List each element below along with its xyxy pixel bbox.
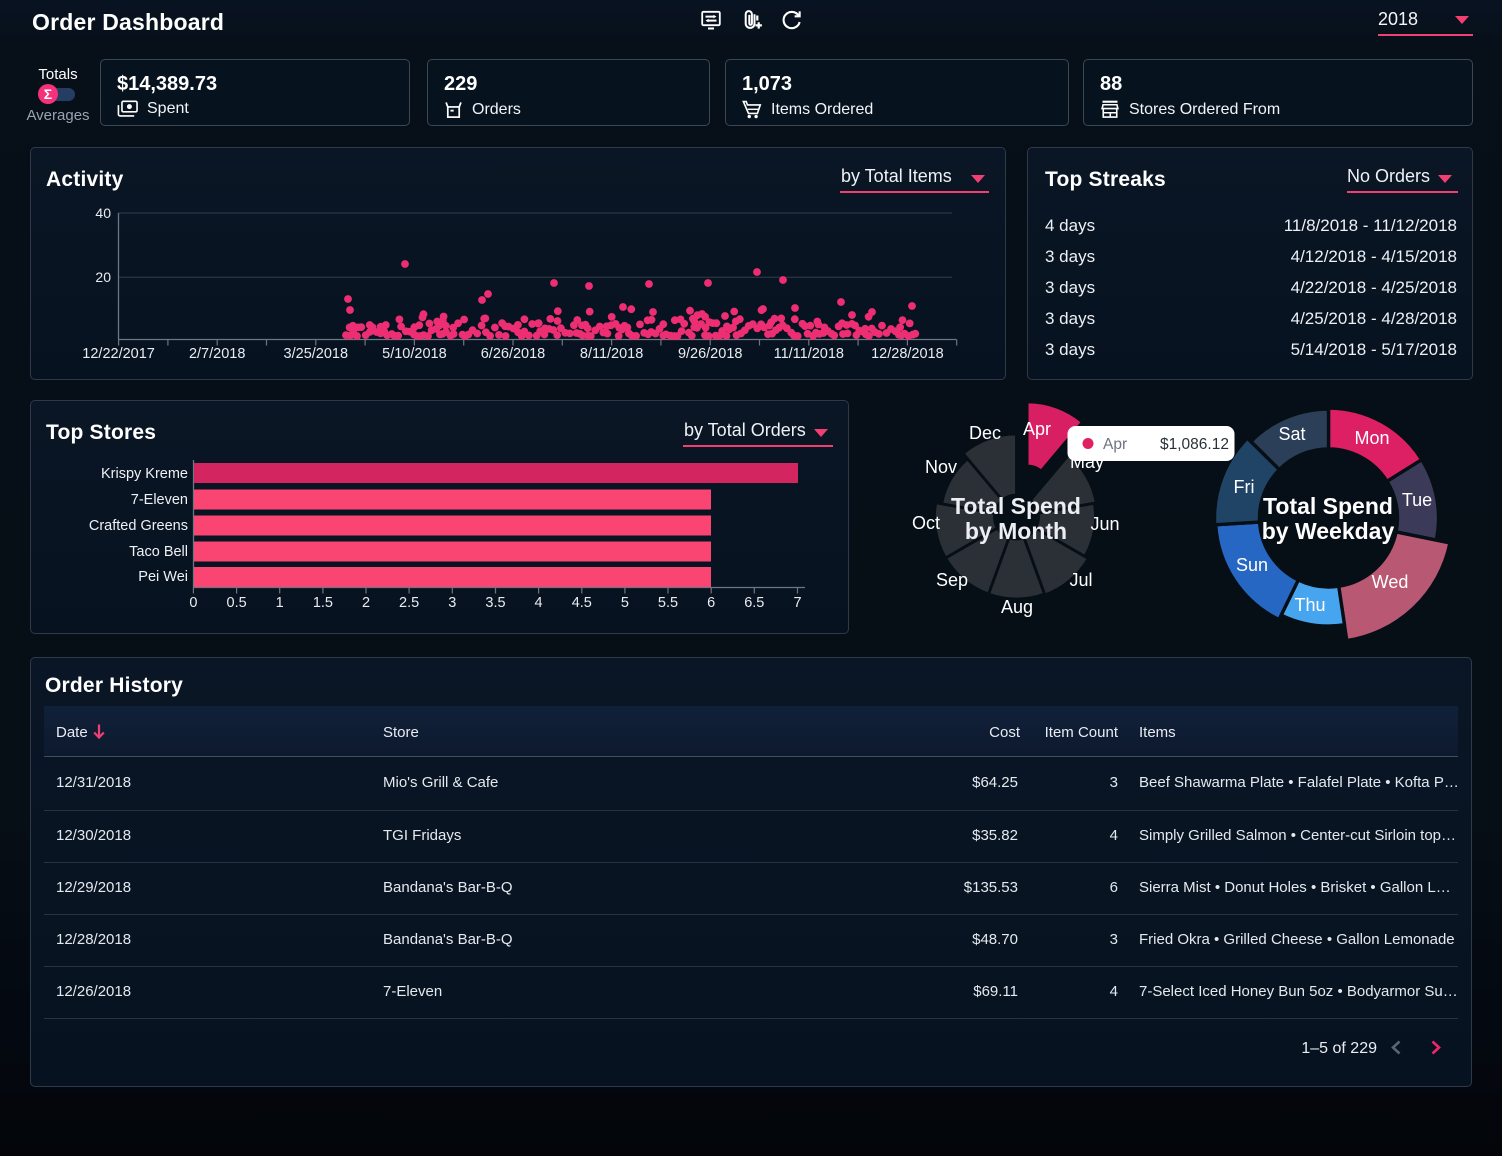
- svg-text:12/28/2018: 12/28/2018: [871, 346, 944, 362]
- svg-text:Fri: Fri: [1234, 477, 1255, 497]
- svg-text:20: 20: [95, 269, 111, 285]
- svg-text:Sat: Sat: [1278, 424, 1305, 444]
- svg-text:12/22/2017: 12/22/2017: [82, 346, 155, 362]
- svg-text:Apr: Apr: [1103, 436, 1127, 453]
- svg-text:7-Eleven: 7-Eleven: [131, 492, 188, 508]
- svg-text:Jun: Jun: [1090, 514, 1119, 534]
- svg-text:Oct: Oct: [912, 513, 940, 533]
- svg-text:Nov: Nov: [925, 457, 957, 477]
- svg-text:Thu: Thu: [1294, 595, 1325, 615]
- svg-text:$1,086.12: $1,086.12: [1160, 436, 1229, 453]
- svg-text:Pei Wei: Pei Wei: [138, 569, 188, 585]
- svg-text:2.5: 2.5: [399, 595, 419, 611]
- svg-text:Krispy Kreme: Krispy Kreme: [101, 466, 188, 482]
- svg-text:7: 7: [793, 595, 801, 611]
- svg-text:11/11/2018: 11/11/2018: [774, 346, 844, 362]
- svg-text:by Weekday: by Weekday: [1262, 518, 1395, 544]
- svg-text:5: 5: [621, 595, 629, 611]
- svg-text:2: 2: [362, 595, 370, 611]
- svg-text:5.5: 5.5: [658, 595, 678, 611]
- svg-text:Total Spend: Total Spend: [1263, 493, 1393, 519]
- svg-text:Apr: Apr: [1023, 419, 1051, 439]
- svg-text:Dec: Dec: [969, 423, 1001, 443]
- svg-text:0.5: 0.5: [227, 595, 247, 611]
- svg-text:Taco Bell: Taco Bell: [129, 544, 188, 560]
- svg-text:2/7/2018: 2/7/2018: [189, 346, 245, 362]
- svg-text:3.5: 3.5: [485, 595, 505, 611]
- svg-text:9/26/2018: 9/26/2018: [678, 346, 743, 362]
- svg-text:0: 0: [189, 595, 197, 611]
- svg-text:4.5: 4.5: [572, 595, 592, 611]
- svg-text:3: 3: [448, 595, 456, 611]
- svg-text:Total Spend: Total Spend: [951, 493, 1081, 519]
- svg-text:8/11/2018: 8/11/2018: [580, 346, 643, 362]
- svg-text:3/25/2018: 3/25/2018: [284, 346, 349, 362]
- svg-text:4: 4: [535, 595, 543, 611]
- svg-text:40: 40: [95, 205, 111, 221]
- svg-text:by Month: by Month: [965, 518, 1067, 544]
- svg-text:Crafted Greens: Crafted Greens: [89, 518, 188, 534]
- svg-text:Sep: Sep: [936, 570, 968, 590]
- svg-text:6.5: 6.5: [744, 595, 764, 611]
- svg-text:Jul: Jul: [1069, 570, 1092, 590]
- svg-text:6: 6: [707, 595, 715, 611]
- svg-text:6/26/2018: 6/26/2018: [481, 346, 546, 362]
- svg-text:Wed: Wed: [1372, 572, 1409, 592]
- svg-text:Sun: Sun: [1236, 555, 1268, 575]
- svg-text:Mon: Mon: [1354, 428, 1389, 448]
- svg-text:Tue: Tue: [1402, 490, 1432, 510]
- svg-text:1.5: 1.5: [313, 595, 333, 611]
- svg-text:Aug: Aug: [1001, 597, 1033, 617]
- svg-text:5/10/2018: 5/10/2018: [382, 346, 447, 362]
- svg-text:1: 1: [276, 595, 284, 611]
